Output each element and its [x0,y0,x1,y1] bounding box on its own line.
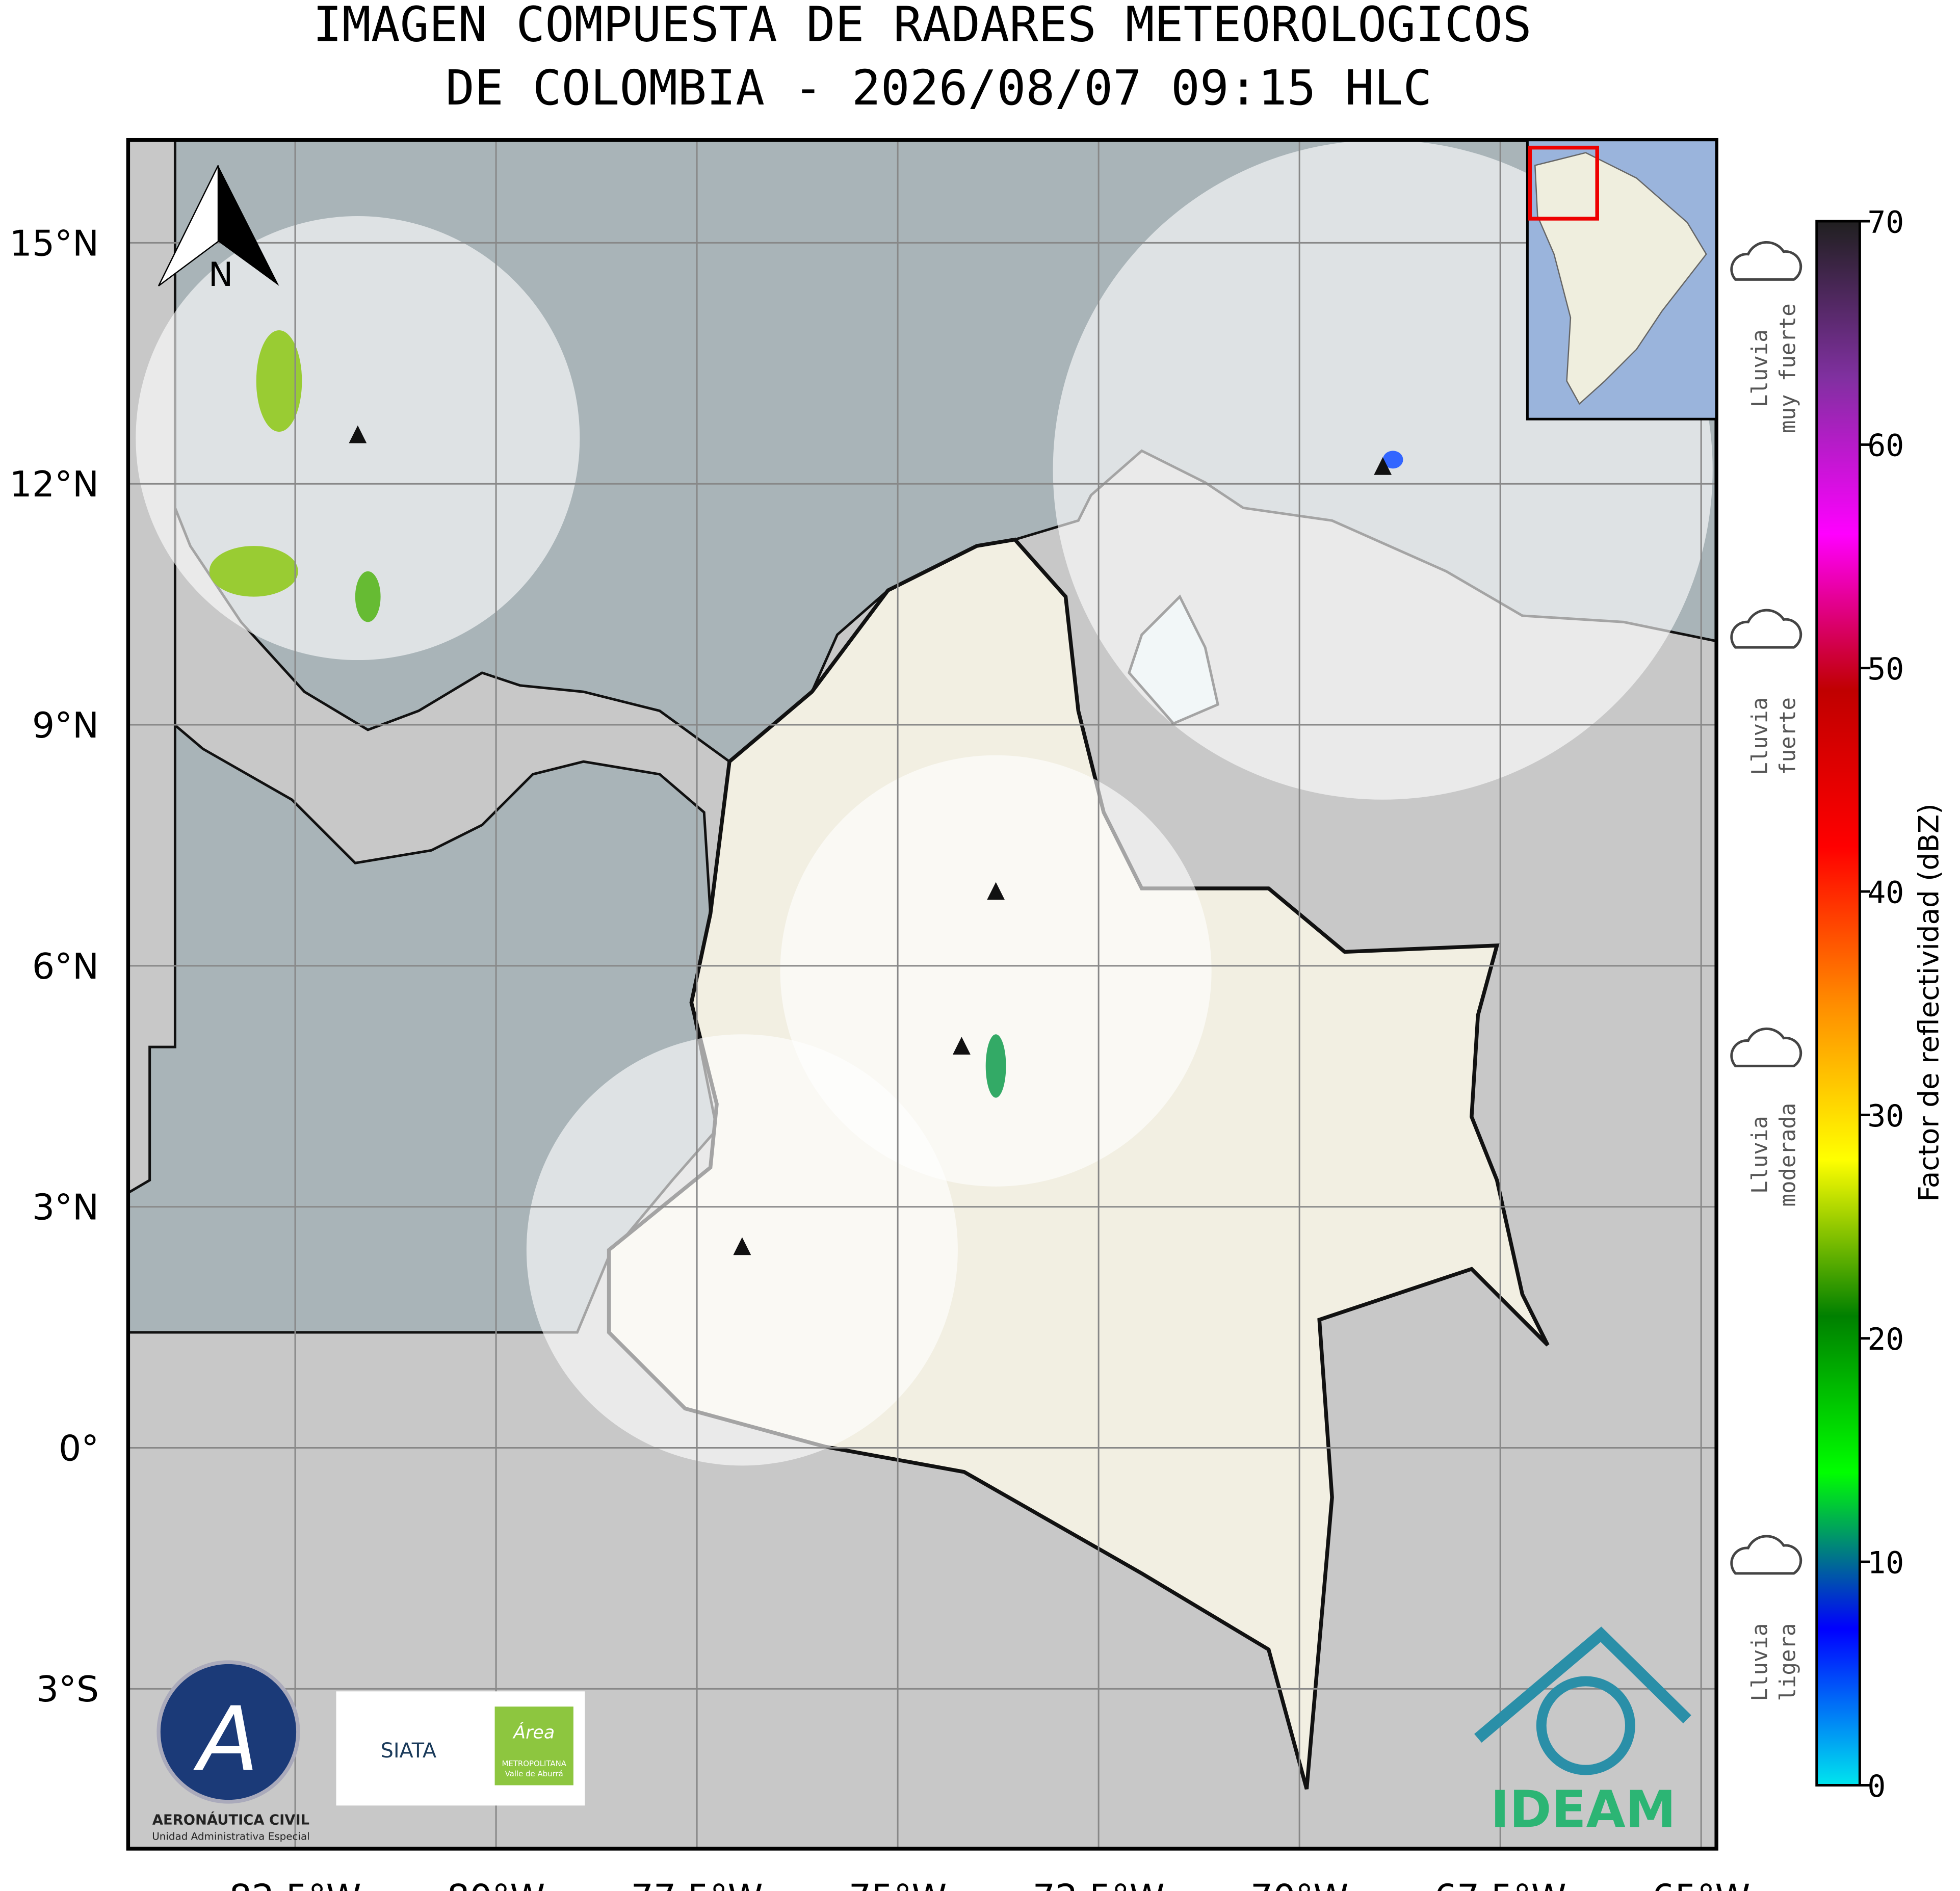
rain-level-label: muy fuerte [1775,303,1800,433]
rain-level-label: Lluvia [1747,697,1772,775]
logos: A AERONÁUTICA CIVIL Unidad Administrativ… [152,1626,1691,1843]
radar-circle [780,755,1212,1187]
lon-label: 72.5°W [1033,1877,1165,1891]
lat-label: 15°N [10,223,99,264]
echoes [209,330,1403,1098]
lon-label: 80°W [447,1877,545,1891]
rain-level-label: moderada [1775,1103,1800,1207]
aerocivil-name: AERONÁUTICA CIVIL [152,1812,309,1828]
lat-label: 9°N [32,705,99,746]
radar-site [349,425,367,443]
inset-land [1534,152,1707,405]
north-label: N [208,256,233,294]
colorbar-tick-label: 10 [1867,1546,1904,1581]
radar-site [1374,457,1392,475]
graticule [128,140,1717,1849]
colorbar-tick-label: 30 [1867,1099,1904,1134]
lon-label: 65°W [1652,1877,1750,1891]
aerocivil-sub: Unidad Administrativa Especial [152,1831,309,1843]
siata-logo: SIATA [381,1739,437,1763]
echo [209,546,298,597]
rain-level-label: Lluvia [1747,1623,1772,1701]
ideam-roof [1474,1626,1691,1743]
rain-level-label: fuerte [1775,697,1800,775]
colorbar: Factor de reflectividad (dBZ) 0 10 20 30 40 5… [1815,205,1945,1804]
colorbar-tick-label: 70 [1867,205,1904,240]
radar-sites [349,425,1392,1255]
colorbar-bar [1815,220,1861,1787]
cloud-icon [1730,1027,1802,1067]
colorbar-tick-label: 20 [1867,1322,1904,1357]
aerocivil-mark: A [193,1688,258,1792]
colorbar-label: Factor de reflectividad (dBZ) [1913,803,1945,1201]
colorbar-tick-label: 40 [1867,875,1904,910]
lat-label: 6°N [32,946,99,987]
colorbar-tick-label: 60 [1867,429,1904,464]
lat-label: 0° [59,1428,99,1469]
title-line: IMAGEN COMPUESTA DE RADARES METEOROLOGIC… [313,0,1532,53]
radar-site [733,1237,751,1255]
rain-level-label: Lluvia [1747,329,1772,407]
cloud-icon [1730,241,1802,281]
echo [256,330,302,432]
lat-label: 3°N [32,1187,99,1228]
inset-map [1526,139,1718,421]
lon-label: 75°W [849,1877,947,1891]
ideam-logo: IDEAM [1491,1781,1676,1840]
ideam-swirl [1536,1676,1635,1775]
area-text: METROPOLITANA [502,1759,566,1768]
map-frame [126,138,1718,1851]
area-text: Valle de Aburrá [505,1769,563,1778]
area-logo [494,1706,573,1785]
radar-site [987,882,1005,900]
lat-label: 12°N [10,464,99,505]
area-text: Área [512,1721,555,1743]
echo [985,1034,1006,1098]
echo [1382,451,1403,469]
echo [355,571,381,622]
colorbar-tick-label: 50 [1867,652,1904,687]
cloud-icon [1730,1535,1802,1575]
rain-level-label: Lluvia [1747,1116,1772,1194]
lon-label: 77.5°W [631,1877,763,1891]
map-area [128,140,1717,1849]
colorbar-tick-label: 0 [1867,1769,1886,1804]
lat-label: 3°S [36,1669,99,1710]
radar-site [952,1037,971,1055]
rain-level-label: ligera [1775,1623,1800,1701]
lon-label: 70°W [1250,1877,1348,1891]
lon-label: 82.5°W [229,1877,361,1891]
west-margin [128,140,176,1195]
aerocivil-logo [156,1660,300,1804]
title-line: DE COLOMBIA - 2026/08/07 09:15 HLC [446,60,1432,116]
lon-label: 67.5°W [1434,1877,1566,1891]
inset-frame [1528,145,1599,221]
cloud-icon [1730,609,1802,649]
